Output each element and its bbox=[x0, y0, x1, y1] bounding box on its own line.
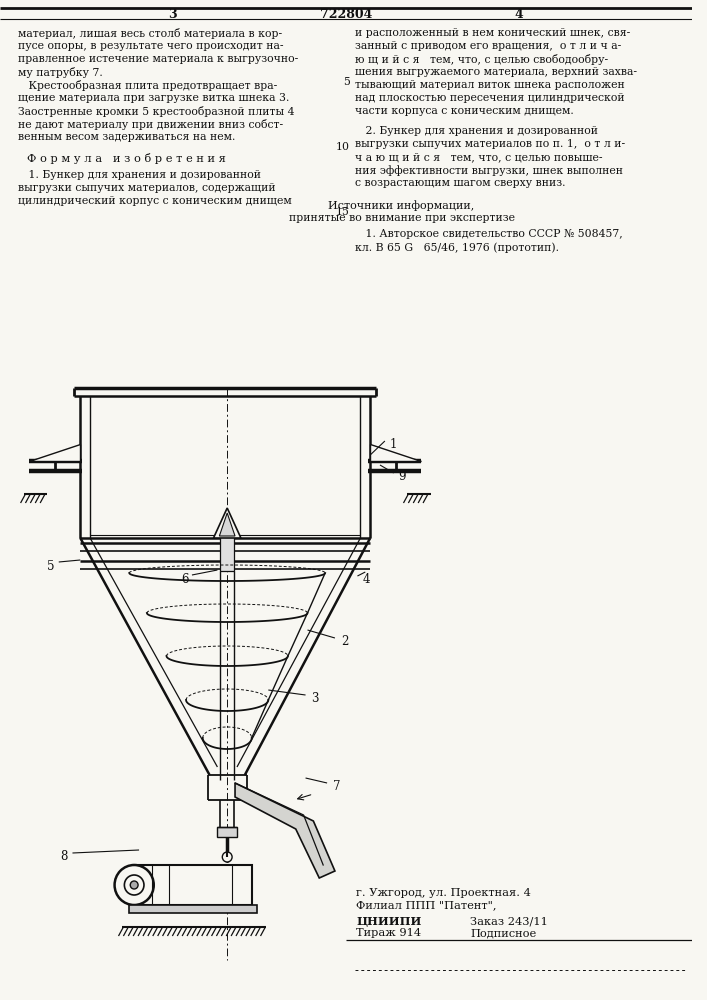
Polygon shape bbox=[219, 513, 235, 536]
Text: занный с приводом его вращения,  о т л и ч а-: занный с приводом его вращения, о т л и … bbox=[354, 41, 621, 51]
Circle shape bbox=[115, 865, 153, 905]
Text: ю щ и й с я   тем, что, с целью свободообру-: ю щ и й с я тем, что, с целью свободообр… bbox=[354, 54, 607, 65]
Text: и расположенный в нем конический шнек, свя-: и расположенный в нем конический шнек, с… bbox=[354, 28, 630, 38]
Text: ЦНИИПИ: ЦНИИПИ bbox=[356, 916, 422, 927]
Text: не дают материалу при движении вниз собст-: не дают материалу при движении вниз собс… bbox=[18, 119, 283, 130]
Text: 5: 5 bbox=[47, 560, 54, 573]
Text: 6: 6 bbox=[181, 573, 189, 586]
Text: материал, лишая весь столб материала в кор-: материал, лишая весь столб материала в к… bbox=[18, 28, 282, 39]
Text: г. Ужгород, ул. Проектная. 4: г. Ужгород, ул. Проектная. 4 bbox=[356, 888, 532, 898]
Text: 15: 15 bbox=[336, 207, 350, 217]
Circle shape bbox=[222, 852, 232, 862]
Bar bbox=[221, 533, 234, 571]
Text: выгрузки сыпучих материалов, содержащий: выгрузки сыпучих материалов, содержащий bbox=[18, 183, 275, 193]
Text: над плоскостью пересечения цилиндрической: над плоскостью пересечения цилиндрическо… bbox=[354, 93, 624, 103]
Text: Заказ 243/11: Заказ 243/11 bbox=[470, 916, 548, 926]
Text: выгрузки сыпучих материалов по п. 1,  о т л и-: выгрузки сыпучих материалов по п. 1, о т… bbox=[354, 139, 625, 149]
Text: цилиндрический корпус с коническим днищем: цилиндрический корпус с коническим днище… bbox=[18, 196, 291, 206]
Text: ния эффективности выгрузки, шнек выполнен: ния эффективности выгрузки, шнек выполне… bbox=[354, 165, 622, 176]
Text: шения выгружаемого материала, верхний захва-: шения выгружаемого материала, верхний за… bbox=[354, 67, 636, 77]
Text: пусе опоры, в результате чего происходит на-: пусе опоры, в результате чего происходит… bbox=[18, 41, 283, 51]
Polygon shape bbox=[30, 444, 81, 461]
Text: 1. Бункер для хранения и дозированной: 1. Бункер для хранения и дозированной bbox=[18, 170, 261, 180]
Polygon shape bbox=[370, 444, 421, 461]
Text: 8: 8 bbox=[61, 850, 68, 863]
Text: 1. Авторское свидетельство СССР № 508457,: 1. Авторское свидетельство СССР № 508457… bbox=[354, 229, 622, 239]
Text: 4: 4 bbox=[363, 573, 370, 586]
Text: 3: 3 bbox=[168, 7, 177, 20]
Text: венным весом задерживаться на нем.: венным весом задерживаться на нем. bbox=[18, 132, 235, 142]
Text: тывающий материал виток шнека расположен: тывающий материал виток шнека расположен bbox=[354, 80, 624, 90]
Text: принятые во внимание при экспертизе: принятые во внимание при экспертизе bbox=[288, 213, 515, 223]
Bar bbox=[218, 827, 237, 837]
Text: 4: 4 bbox=[515, 7, 523, 20]
Text: 10: 10 bbox=[336, 142, 350, 152]
Text: 1: 1 bbox=[390, 438, 397, 451]
Text: Источники информации,: Источники информации, bbox=[328, 200, 474, 211]
Text: Тираж 914: Тираж 914 bbox=[356, 928, 421, 938]
Text: 9: 9 bbox=[399, 470, 406, 483]
Text: ч а ю щ и й с я   тем, что, с целью повыше-: ч а ю щ и й с я тем, что, с целью повыше… bbox=[354, 152, 602, 162]
Text: 7: 7 bbox=[333, 780, 341, 793]
Text: 3: 3 bbox=[311, 692, 319, 705]
Text: Филиал ППП "Патент",: Филиал ППП "Патент", bbox=[356, 900, 497, 910]
Text: части корпуса с коническим днищем.: части корпуса с коническим днищем. bbox=[354, 106, 573, 116]
Polygon shape bbox=[214, 508, 241, 538]
Text: 722804: 722804 bbox=[320, 7, 372, 20]
Bar bbox=[134, 865, 252, 905]
Text: Крестообразная плита предотвращает вра-: Крестообразная плита предотвращает вра- bbox=[18, 80, 277, 91]
Circle shape bbox=[124, 875, 144, 895]
Text: му патрубку 7.: му патрубку 7. bbox=[18, 67, 103, 78]
Text: Ф о р м у л а   и з о б р е т е н и я: Ф о р м у л а и з о б р е т е н и я bbox=[28, 153, 226, 164]
Text: щение материала при загрузке витка шнека 3.: щение материала при загрузке витка шнека… bbox=[18, 93, 289, 103]
Circle shape bbox=[130, 881, 138, 889]
Text: Подписное: Подписное bbox=[470, 928, 537, 938]
Text: 2. Бункер для хранения и дозированной: 2. Бункер для хранения и дозированной bbox=[354, 126, 597, 136]
Bar bbox=[129, 905, 257, 913]
Text: Заостренные кромки 5 крестообразной плиты 4: Заостренные кромки 5 крестообразной плит… bbox=[18, 106, 294, 117]
Text: 2: 2 bbox=[341, 635, 348, 648]
Text: кл. В 65 G   65/46, 1976 (прототип).: кл. В 65 G 65/46, 1976 (прототип). bbox=[354, 242, 559, 253]
Polygon shape bbox=[235, 783, 335, 878]
Text: правленное истечение материала к выгрузочно-: правленное истечение материала к выгрузо… bbox=[18, 54, 298, 64]
Text: с возрастающим шагом сверху вниз.: с возрастающим шагом сверху вниз. bbox=[354, 178, 565, 188]
Text: 5: 5 bbox=[343, 77, 350, 87]
